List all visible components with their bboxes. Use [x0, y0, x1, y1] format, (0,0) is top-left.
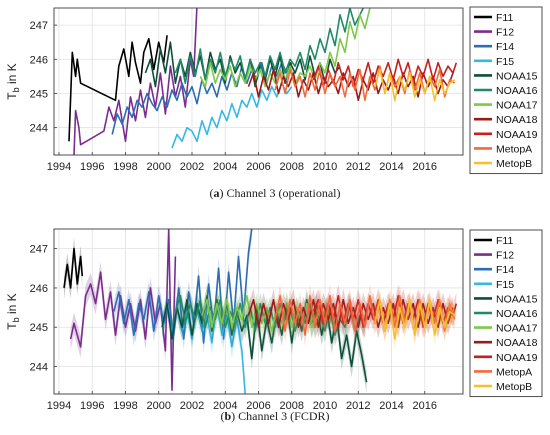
legend: F11 F12 F14 F15 NOAA15 NOAA16 NOAA17 NOAA18 NOAA…	[469, 229, 543, 398]
panel-b: 1994 1996 1998 2000 2002 2004 2006 2008 2010 2012…	[5, 228, 543, 423]
legend-label-noaa17: NOAA17	[496, 323, 538, 335]
legend-label-noaa19: NOAA19	[496, 129, 538, 141]
y-axis-label-sub: b	[11, 317, 21, 322]
x-tick-label: 1996	[80, 400, 104, 412]
x-tick-label: 2000	[147, 161, 171, 173]
x-tick-label: 2002	[180, 400, 204, 412]
x-tick-label: 2014	[379, 400, 403, 412]
y-tick-label: 246	[30, 54, 48, 66]
legend-label-noaa15: NOAA15	[496, 293, 538, 305]
caption-label: b	[224, 409, 231, 423]
series-band-noaa17	[202, 284, 332, 343]
legend-label-noaa19: NOAA19	[496, 352, 538, 364]
legend-label-metopb: MetopB	[496, 158, 532, 170]
series-line-noaa19	[312, 294, 458, 329]
x-tick-label: 2006	[246, 400, 270, 412]
legend-label-f15: F15	[496, 279, 514, 291]
x-tick-label: 2006	[246, 161, 270, 173]
legend-label-noaa15: NOAA15	[496, 70, 538, 82]
series-line-noaa15	[161, 294, 368, 383]
y-axis-label: Tb in K	[5, 63, 21, 99]
series-group	[68, 8, 458, 155]
legend-label-noaa16: NOAA16	[496, 308, 538, 320]
y-axis-label-rest: in K	[5, 63, 19, 87]
x-tick-label: 2010	[313, 161, 337, 173]
y-axis-label-main: T	[5, 92, 19, 100]
caption-text: ) Channel 3 (operational)	[220, 186, 341, 200]
series-line-f14	[113, 229, 253, 344]
x-tick-label: 2000	[147, 400, 171, 412]
caption-label: a	[214, 186, 220, 200]
y-axis-label-main: T	[5, 322, 19, 330]
legend: F11 F12 F14 F15 NOAA15 NOAA16 NOAA17 NOAA18 NOAA…	[469, 6, 543, 175]
series-line-noaa18	[247, 298, 454, 329]
y-tick-label: 244	[30, 362, 48, 374]
x-tick-label: 1998	[113, 400, 137, 412]
legend-label-noaa18: NOAA18	[496, 114, 538, 126]
legend-label-f11: F11	[496, 235, 513, 247]
y-axis-label-rest: in K	[5, 293, 19, 317]
series-line-noaa16	[174, 8, 365, 84]
legend-label-noaa16: NOAA16	[496, 85, 538, 97]
y-axis-label: Tb in K	[5, 293, 21, 329]
x-tick-label: 2016	[413, 400, 437, 412]
y-axis-label-sub: b	[11, 87, 21, 92]
x-tick-label: 1994	[47, 400, 71, 412]
y-tick-label: 246	[30, 283, 48, 295]
legend-label-f14: F14	[496, 264, 514, 276]
legend-label-f14: F14	[496, 41, 514, 53]
series-line-metopb	[374, 298, 456, 340]
panel-a: 1994 1996 1998 2000 2002 2004 2006 2008 2010 2012…	[5, 6, 543, 200]
legend-label-noaa18: NOAA18	[496, 337, 538, 349]
x-tick-label: 1994	[47, 161, 71, 173]
legend-label-f11: F11	[496, 12, 513, 24]
x-tick-label: 2012	[346, 161, 370, 173]
series-line-metopb	[374, 68, 456, 102]
x-tick-label: 2002	[180, 161, 204, 173]
legend-label-f12: F12	[496, 27, 514, 39]
x-tick-label: 2016	[413, 161, 437, 173]
y-tick-label: 244	[30, 123, 48, 135]
caption: (b) Channel 3 (FCDR)	[220, 409, 329, 423]
caption-text: ) Channel 3 (FCDR)	[231, 409, 329, 423]
series-line-f12	[69, 229, 177, 391]
series-line-f11	[63, 247, 84, 289]
series-group	[63, 229, 458, 394]
caption: (a) Channel 3 (operational)	[210, 186, 341, 200]
series-line-f15	[171, 82, 293, 149]
series-line-noaa16	[174, 294, 366, 336]
x-tick-label: 1998	[113, 161, 137, 173]
legend-label-f15: F15	[496, 56, 514, 68]
series-line-noaa19	[312, 58, 458, 88]
x-tick-label: 2008	[280, 161, 304, 173]
legend-label-metopb: MetopB	[496, 381, 532, 393]
legend-label-metopa: MetopA	[496, 366, 532, 378]
series-line-noaa18	[247, 68, 454, 102]
legend-label-noaa17: NOAA17	[496, 100, 538, 112]
x-tick-label: 2014	[379, 161, 403, 173]
legend-label-metopa: MetopA	[496, 143, 532, 155]
y-tick-label: 247	[30, 20, 48, 32]
x-tick-label: 2012	[346, 400, 370, 412]
series-line-f11	[68, 35, 168, 142]
series-band-noaa19	[313, 284, 457, 339]
x-tick-label: 2010	[313, 400, 337, 412]
y-tick-label: 247	[30, 244, 48, 256]
x-tick-label: 2004	[213, 400, 237, 412]
x-tick-label: 2004	[213, 161, 237, 173]
y-tick-label: 245	[30, 88, 48, 100]
y-tick-label: 245	[30, 322, 48, 334]
legend-label-f12: F12	[496, 250, 514, 262]
x-tick-label: 1996	[80, 161, 104, 173]
x-tick-label: 2008	[280, 400, 304, 412]
